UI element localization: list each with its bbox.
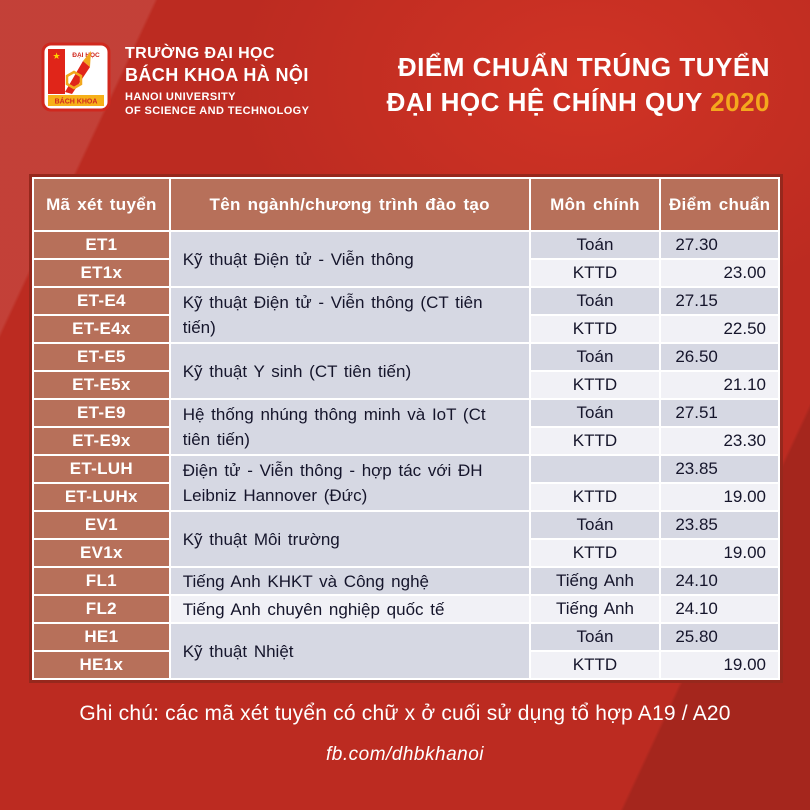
- admission-score-table: Mã xét tuyển Tên ngành/chương trình đào …: [29, 174, 783, 683]
- score-cell: 27.51: [659, 398, 780, 428]
- university-name-line1: TRƯỜNG ĐẠI HỌC: [125, 45, 275, 62]
- table-row: ET1x KTTD 23.00: [32, 258, 780, 288]
- score-cell: 24.10: [659, 566, 780, 596]
- poster-title-line1: ĐIỂM CHUẨN TRÚNG TUYỂN: [397, 52, 770, 82]
- score-cell: 23.30: [659, 426, 780, 456]
- program-cell: Kỹ thuật Nhiệt: [168, 622, 531, 680]
- score-cell: 23.85: [659, 454, 780, 484]
- code-cell: ET1: [32, 230, 171, 260]
- subject-cell: Toán: [528, 286, 662, 316]
- table-row: FL2 Tiếng Anh chuyên nghiệp quốc tế Tiến…: [32, 594, 780, 624]
- score-cell: 23.00: [659, 258, 780, 288]
- program-cell: Điện tử - Viễn thông - hợp tác với ĐH Le…: [168, 454, 531, 512]
- code-cell: ET-E9: [32, 398, 171, 428]
- program-cell: Kỹ thuật Điện tử - Viễn thông (CT tiên t…: [168, 286, 531, 344]
- program-cell: Tiếng Anh chuyên nghiệp quốc tế: [168, 594, 531, 624]
- code-cell: EV1: [32, 510, 171, 540]
- score-cell: 21.10: [659, 370, 780, 400]
- university-logo-icon: ★ ĐẠI HỌC BÁCH KHOA: [41, 42, 111, 112]
- code-cell: ET-E5: [32, 342, 171, 372]
- header-mon-chinh: Môn chính: [528, 177, 662, 232]
- score-cell: 19.00: [659, 482, 780, 512]
- score-cell: 26.50: [659, 342, 780, 372]
- code-cell: HE1: [32, 622, 171, 652]
- program-cell: Kỹ thuật Điện tử - Viễn thông: [168, 230, 531, 288]
- score-cell: 24.10: [659, 594, 780, 624]
- score-cell: 19.00: [659, 650, 780, 680]
- subject-cell: Tiếng Anh: [528, 594, 662, 624]
- score-cell: 19.00: [659, 538, 780, 568]
- code-cell: ET-E5x: [32, 370, 171, 400]
- program-cell: Kỹ thuật Y sinh (CT tiên tiến): [168, 342, 531, 400]
- table-row: ET-E4x KTTD 22.50: [32, 314, 780, 344]
- table-row: ET-LUH Điện tử - Viễn thông - hợp tác vớ…: [32, 454, 780, 512]
- subject-cell: KTTD: [528, 426, 662, 456]
- table-row: HE1 Kỹ thuật Nhiệt Toán 25.80: [32, 622, 780, 680]
- program-cell: Tiếng Anh KHKT và Công nghệ: [168, 566, 531, 596]
- program-cell: Kỹ thuật Môi trường: [168, 510, 531, 568]
- svg-text:★: ★: [52, 51, 60, 61]
- score-cell: 27.30: [659, 230, 780, 260]
- table-row: ET1 Kỹ thuật Điện tử - Viễn thông Toán 2…: [32, 230, 780, 288]
- subject-cell: KTTD: [528, 650, 662, 680]
- score-cell: 23.85: [659, 510, 780, 540]
- code-cell: ET-E9x: [32, 426, 171, 456]
- svg-text:ĐẠI HỌC: ĐẠI HỌC: [72, 52, 100, 59]
- logo-badge-bottom: BÁCH KHOA: [55, 97, 98, 106]
- table-row: HE1x KTTD 19.00: [32, 650, 780, 680]
- table-row: FL1 Tiếng Anh KHKT và Công nghệ Tiếng An…: [32, 566, 780, 596]
- header-diem-chuan: Điểm chuẩn: [659, 177, 780, 232]
- table-header-row: Mã xét tuyển Tên ngành/chương trình đào …: [32, 177, 780, 232]
- code-cell: FL1: [32, 566, 171, 596]
- code-cell: ET1x: [32, 258, 171, 288]
- university-name-line3: HANOI UNIVERSITY: [125, 91, 236, 103]
- subject-cell: Toán: [528, 230, 662, 260]
- poster-title-line2-text: ĐẠI HỌC HỆ CHÍNH QUY: [386, 87, 711, 117]
- poster-title-line2: ĐẠI HỌC HỆ CHÍNH QUY 2020: [387, 85, 770, 120]
- table-row: ET-LUHx KTTD 19.00: [32, 482, 780, 512]
- header-ma-xet-tuyen: Mã xét tuyển: [32, 177, 171, 232]
- subject-cell: KTTD: [528, 482, 662, 512]
- subject-cell: KTTD: [528, 314, 662, 344]
- subject-cell: KTTD: [528, 538, 662, 568]
- table-row: ET-E5 Kỹ thuật Y sinh (CT tiên tiến) Toá…: [32, 342, 780, 400]
- subject-cell: Toán: [528, 622, 662, 652]
- table-row: ET-E9x KTTD 23.30: [32, 426, 780, 456]
- university-name-line2: BÁCH KHOA HÀ NỘI: [125, 65, 309, 85]
- subject-cell: KTTD: [528, 370, 662, 400]
- subject-cell: [528, 454, 662, 484]
- subject-cell: Toán: [528, 398, 662, 428]
- score-cell: 22.50: [659, 314, 780, 344]
- header-ten-nganh: Tên ngành/chương trình đào tạo: [168, 177, 531, 232]
- subject-cell: Tiếng Anh: [528, 566, 662, 596]
- footnote: Ghi chú: các mã xét tuyển có chữ x ở cuố…: [79, 702, 731, 725]
- facebook-handle: fb.com/dhbkhanoi: [326, 744, 484, 765]
- code-cell: ET-E4x: [32, 314, 171, 344]
- university-name: TRƯỜNG ĐẠI HỌC BÁCH KHOA HÀ NỘI HANOI UN…: [125, 44, 309, 118]
- program-cell: Hệ thống nhúng thông minh và IoT (Ct tiê…: [168, 398, 531, 456]
- code-cell: FL2: [32, 594, 171, 624]
- code-cell: ET-E4: [32, 286, 171, 316]
- table-row: ET-E4 Kỹ thuật Điện tử - Viễn thông (CT …: [32, 286, 780, 344]
- code-cell: ET-LUHx: [32, 482, 171, 512]
- code-cell: EV1x: [32, 538, 171, 568]
- code-cell: HE1x: [32, 650, 171, 680]
- subject-cell: Toán: [528, 342, 662, 372]
- score-cell: 27.15: [659, 286, 780, 316]
- code-cell: ET-LUH: [32, 454, 171, 484]
- table-row: ET-E5x KTTD 21.10: [32, 370, 780, 400]
- table-row: EV1x KTTD 19.00: [32, 538, 780, 568]
- subject-cell: KTTD: [528, 258, 662, 288]
- table-row: EV1 Kỹ thuật Môi trường Toán 23.85: [32, 510, 780, 568]
- poster-title: ĐIỂM CHUẨN TRÚNG TUYỂN ĐẠI HỌC HỆ CHÍNH …: [387, 50, 770, 120]
- subject-cell: Toán: [528, 510, 662, 540]
- score-cell: 25.80: [659, 622, 780, 652]
- university-name-line4: OF SCIENCE AND TECHNOLOGY: [125, 105, 310, 117]
- table-row: ET-E9 Hệ thống nhúng thông minh và IoT (…: [32, 398, 780, 456]
- brand-block: ★ ĐẠI HỌC BÁCH KHOA TRƯỜNG ĐẠI HỌC BÁCH …: [41, 42, 309, 118]
- poster-title-year: 2020: [710, 87, 770, 117]
